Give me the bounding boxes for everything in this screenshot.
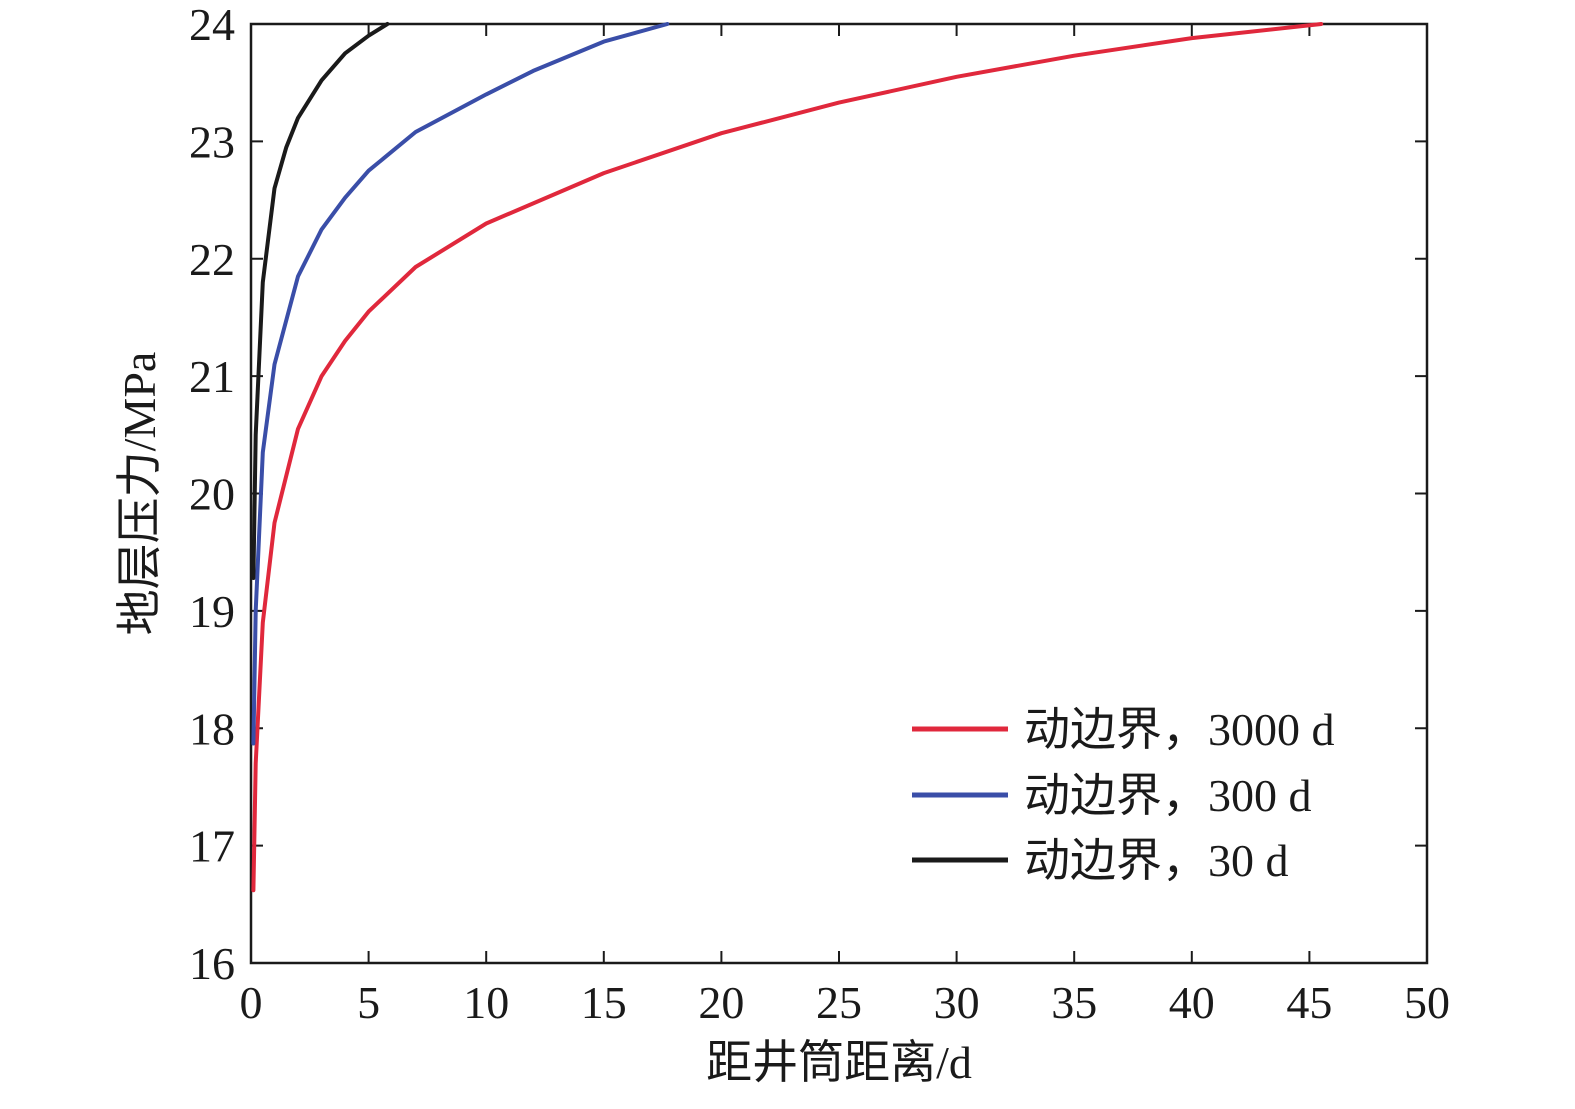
x-tick-label-2: 10 bbox=[463, 977, 509, 1028]
x-tick-label-9: 45 bbox=[1286, 977, 1332, 1028]
y-tick-label-2: 18 bbox=[189, 703, 235, 754]
y-tick-label-4: 20 bbox=[189, 469, 235, 520]
series-line-0 bbox=[251, 22, 1324, 893]
x-tick-label-8: 40 bbox=[1169, 977, 1215, 1028]
series-line-2 bbox=[251, 22, 390, 580]
legend-label-2: 动边界，30 d bbox=[1024, 835, 1289, 886]
y-tick-label-5: 21 bbox=[189, 351, 235, 402]
x-tick-label-3: 15 bbox=[581, 977, 627, 1028]
x-tick-label-1: 5 bbox=[357, 977, 380, 1028]
y-tick-label-6: 22 bbox=[189, 234, 235, 285]
legend: 动边界，3000 d 动边界，300 d 动边界，30 d bbox=[912, 704, 1335, 886]
y-tick-label-0: 16 bbox=[189, 938, 235, 989]
x-tick-label-7: 35 bbox=[1051, 977, 1097, 1028]
x-axis-label: 距井筒距离/d bbox=[706, 1037, 972, 1088]
legend-label-0: 动边界，3000 d bbox=[1024, 704, 1335, 755]
y-tick-label-3: 19 bbox=[189, 586, 235, 637]
legend-label-1: 动边界，300 d bbox=[1024, 770, 1312, 821]
series-line-1 bbox=[251, 22, 670, 746]
x-tick-label-0: 0 bbox=[240, 977, 263, 1028]
y-tick-label-8: 24 bbox=[189, 0, 235, 50]
x-tick-label-6: 30 bbox=[934, 977, 980, 1028]
y-tick-label-7: 23 bbox=[189, 116, 235, 167]
x-tick-label-4: 20 bbox=[698, 977, 744, 1028]
y-tick-label-1: 17 bbox=[189, 821, 235, 872]
x-tick-label-5: 25 bbox=[816, 977, 862, 1028]
x-tick-label-10: 50 bbox=[1404, 977, 1450, 1028]
plot-frame bbox=[249, 22, 1429, 965]
y-axis-label: 地层压力/MPa bbox=[114, 352, 165, 636]
